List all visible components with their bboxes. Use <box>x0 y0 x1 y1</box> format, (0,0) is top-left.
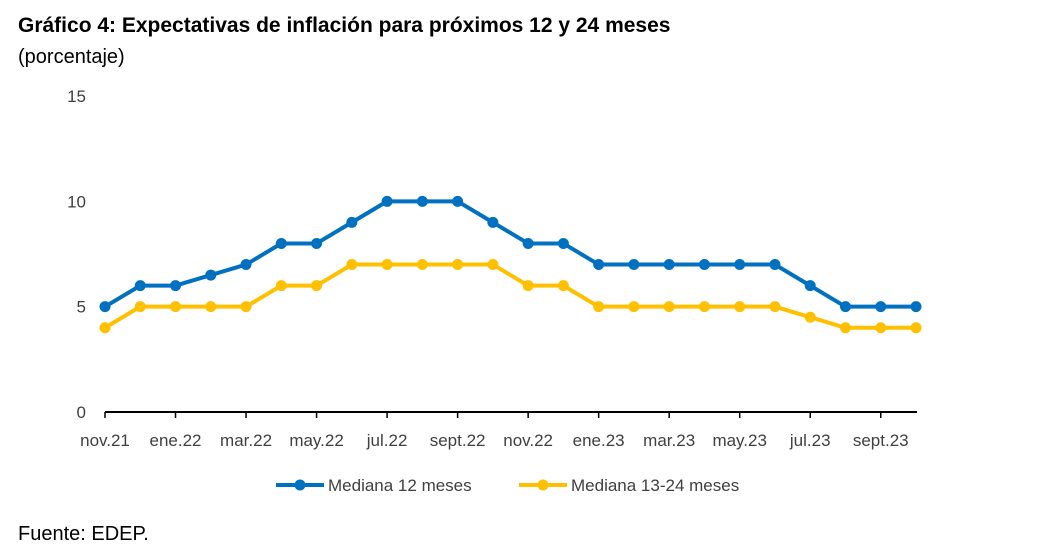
y-tick-label: 10 <box>67 192 86 211</box>
data-point <box>487 216 499 228</box>
chart-subtitle: (porcentaje) <box>18 46 125 68</box>
legend-label: Mediana 13-24 meses <box>571 476 739 495</box>
source-note: Fuente: EDEP. <box>18 523 149 545</box>
data-point <box>134 301 146 313</box>
data-point <box>416 259 428 271</box>
data-point <box>698 301 710 313</box>
legend-item: Mediana 13-24 meses <box>519 476 739 495</box>
series-mediana-13-24-meses <box>99 259 922 334</box>
legend-label: Mediana 12 meses <box>328 476 472 495</box>
data-point <box>452 259 464 271</box>
data-point <box>769 301 781 313</box>
data-point <box>593 301 605 313</box>
data-point <box>240 301 252 313</box>
data-point <box>311 237 323 249</box>
data-point <box>663 259 675 271</box>
data-point <box>839 301 851 313</box>
legend-marker <box>294 479 306 491</box>
x-tick-label: ene.23 <box>573 431 625 450</box>
data-point <box>804 280 816 292</box>
data-point <box>99 322 111 334</box>
series-group <box>99 195 922 334</box>
data-point <box>134 280 146 292</box>
data-point <box>205 269 217 281</box>
data-point <box>452 195 464 207</box>
data-point <box>346 259 358 271</box>
data-point <box>311 280 323 292</box>
data-point <box>170 280 182 292</box>
x-axis: nov.21 ene.22 mar.22 may.22 jul.22 sept.22 nov… <box>80 411 917 450</box>
data-point <box>381 259 393 271</box>
series-mediana-12-meses <box>99 195 922 313</box>
data-point <box>734 301 746 313</box>
data-point <box>522 237 534 249</box>
x-tick-label: may.22 <box>289 431 344 450</box>
series-line <box>103 199 916 309</box>
x-tick-label: sept.22 <box>430 431 486 450</box>
data-point <box>875 301 887 313</box>
data-point <box>628 259 640 271</box>
data-point <box>804 311 816 323</box>
data-point <box>628 301 640 313</box>
y-tick-label: 0 <box>77 403 86 422</box>
x-tick-label: nov.22 <box>503 431 553 450</box>
data-point <box>839 322 851 334</box>
data-point <box>170 301 182 313</box>
data-point <box>557 237 569 249</box>
data-point <box>416 195 428 207</box>
data-point <box>240 259 252 271</box>
x-tick-label: jul.22 <box>366 431 408 450</box>
x-tick-label: nov.21 <box>80 431 130 450</box>
data-point <box>522 280 534 292</box>
data-point <box>381 195 393 207</box>
x-tick-label: jul.23 <box>789 431 831 450</box>
data-point <box>557 280 569 292</box>
data-point <box>346 216 358 228</box>
data-point <box>275 237 287 249</box>
data-point <box>734 259 746 271</box>
data-point <box>698 259 710 271</box>
y-tick-label: 5 <box>77 298 86 317</box>
x-tick-label: mar.23 <box>643 431 695 450</box>
y-axis: 0 5 10 15 <box>67 87 86 422</box>
legend-item: Mediana 12 meses <box>276 476 472 495</box>
legend: Mediana 12 meses Mediana 13-24 meses <box>276 476 739 495</box>
x-tick-label: ene.22 <box>150 431 202 450</box>
data-point <box>769 259 781 271</box>
data-point <box>487 259 499 271</box>
chart-title: Gráfico 4: Expectativas de inflación par… <box>18 14 671 37</box>
x-tick-label: may.23 <box>712 431 767 450</box>
legend-marker <box>537 479 549 491</box>
data-point <box>663 301 675 313</box>
y-tick-label: 15 <box>67 87 86 106</box>
data-point <box>875 322 887 334</box>
data-point <box>593 259 605 271</box>
data-point <box>910 322 922 334</box>
data-point <box>275 280 287 292</box>
x-tick-label: sept.23 <box>853 431 909 450</box>
data-point <box>99 301 111 313</box>
x-tick-label: mar.22 <box>220 431 272 450</box>
series-line <box>103 262 916 330</box>
data-point <box>910 301 922 313</box>
data-point <box>205 301 217 313</box>
